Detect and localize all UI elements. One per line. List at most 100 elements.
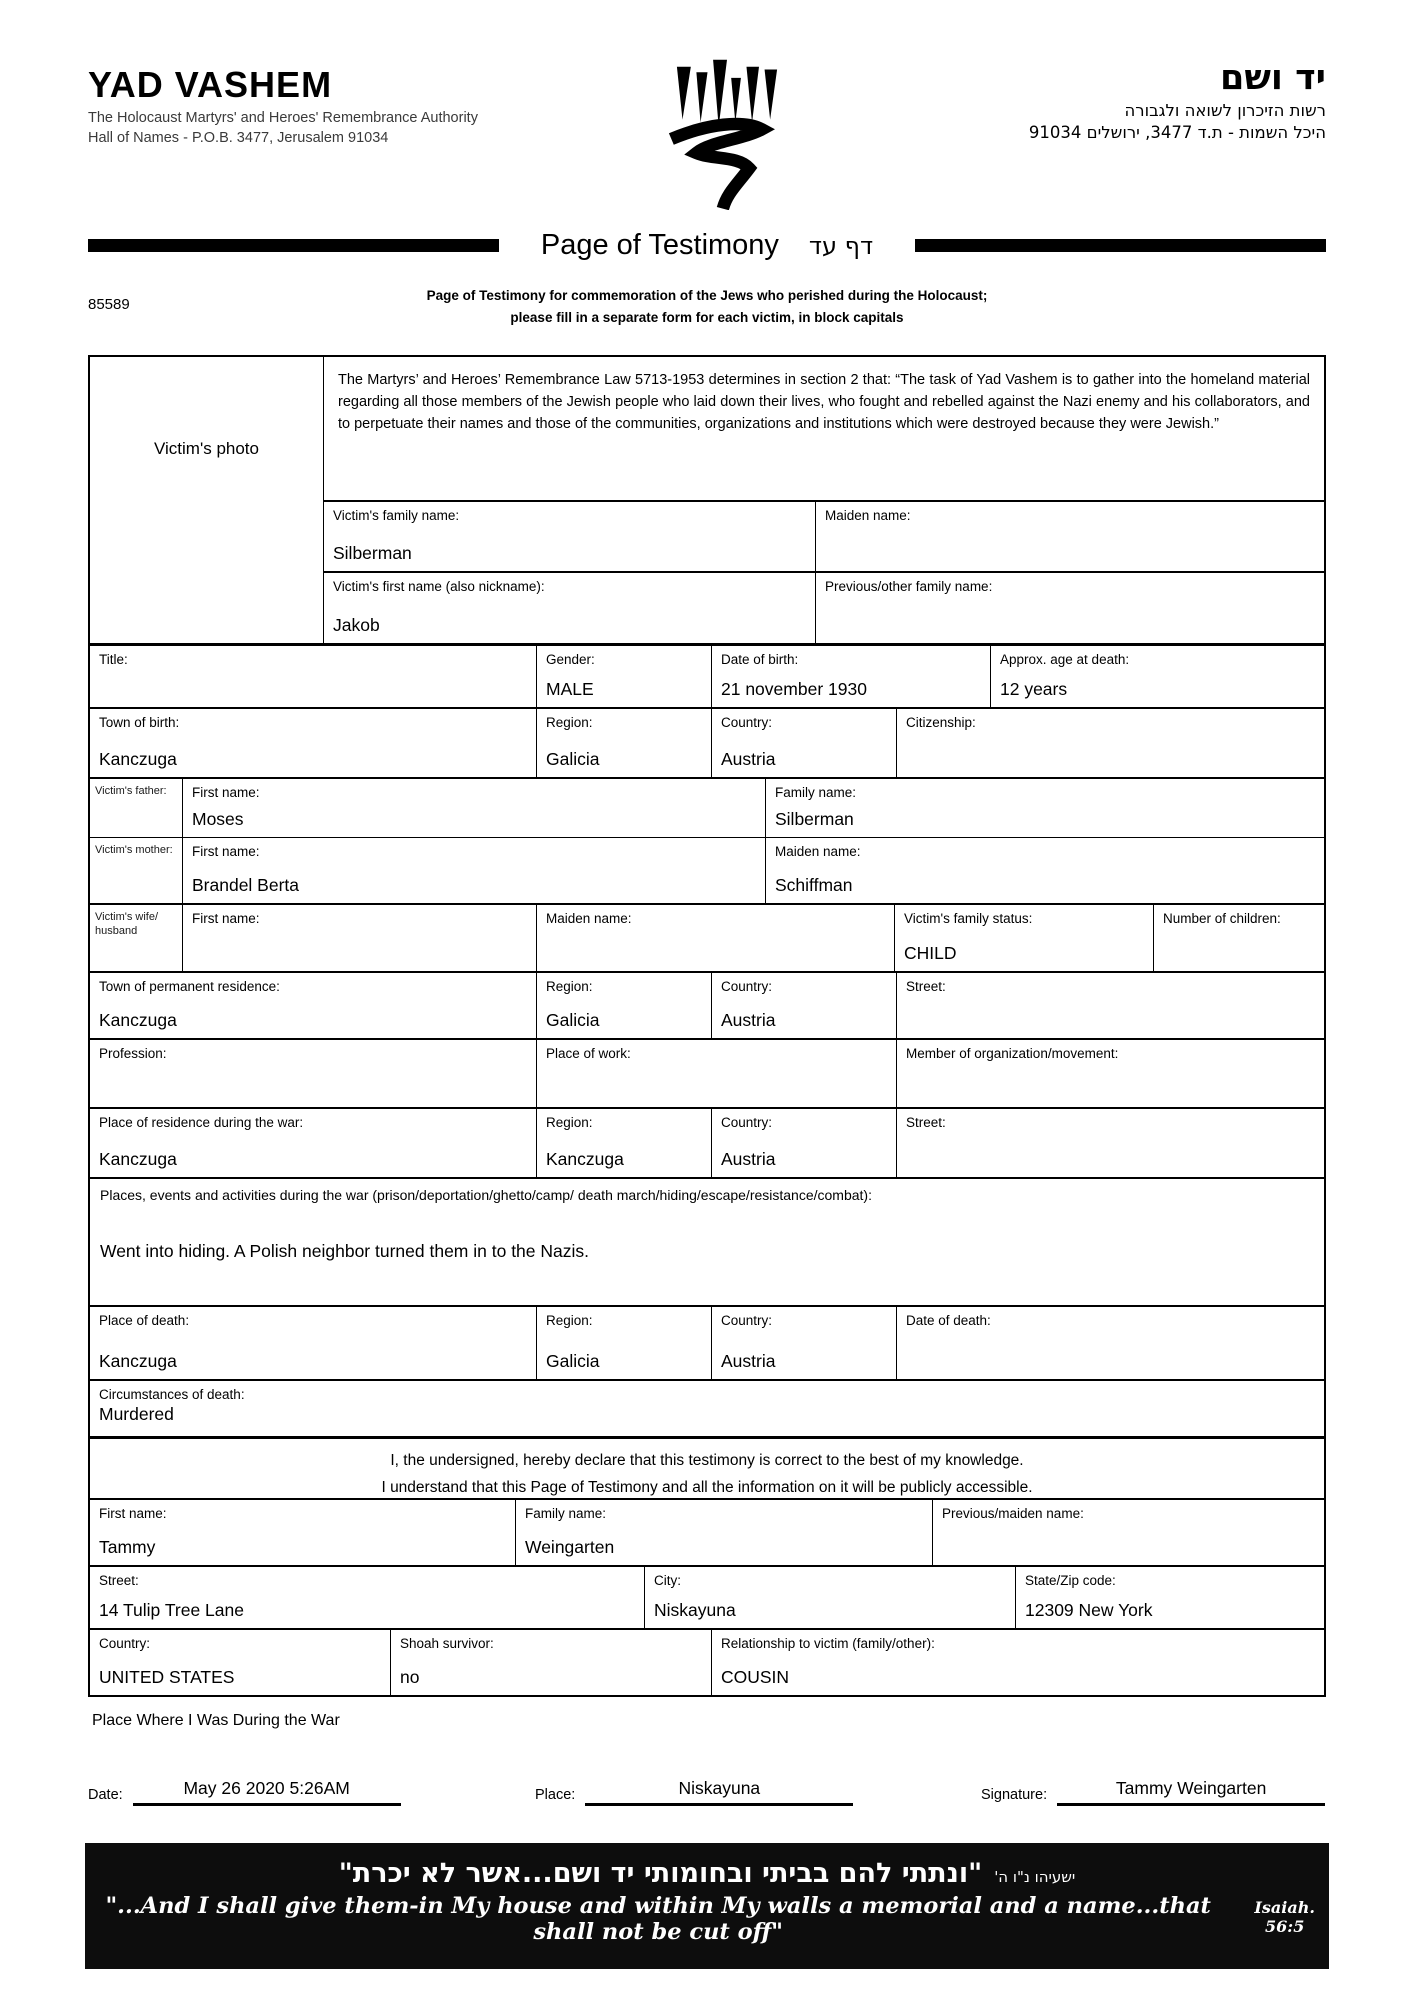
field-war-residence-region: Region: Kanczuga — [537, 1109, 712, 1177]
org-subtitle-1: The Holocaust Martyrs' and Heroes' Remem… — [88, 110, 478, 126]
field-value: MALE — [546, 679, 594, 699]
field-value — [942, 1558, 1315, 1561]
field-value: 21 november 1930 — [721, 679, 867, 699]
field-label: State/Zip code: — [1025, 1573, 1116, 1588]
field-age-at-death: Approx. age at death: 12 years — [991, 646, 1324, 707]
title-gender-row: Title: Gender: MALE Date of birth: 21 no… — [90, 643, 1324, 707]
family-name-row: Victim's family name: Silberman Maiden n… — [324, 502, 1324, 573]
signature-group: Signature: Tammy Weingarten — [981, 1778, 1326, 1806]
field-value — [906, 1031, 1315, 1034]
field-label: Relationship to victim (family/other): — [721, 1636, 935, 1651]
field-residence-street: Street: — [897, 973, 1324, 1038]
mother-side-label: Victim's mother: — [90, 838, 183, 903]
field-value: Went into hiding. A Polish neighbor turn… — [100, 1241, 590, 1261]
declaration-line-1: I, the undersigned, hereby declare that … — [390, 1452, 1024, 1469]
yad-vashem-menorah-logo-icon — [668, 59, 778, 210]
field-label: Circumstances of death: — [99, 1387, 245, 1402]
field-label: Town of birth: — [99, 715, 180, 730]
spouse-side-label: Victim's wife/ husband — [90, 905, 183, 971]
field-value — [192, 964, 527, 967]
org-name-hebrew: יד ושם — [1220, 58, 1326, 98]
field-father-family-name: Family name: Silberman — [766, 779, 1324, 837]
date-value: May 26 2020 5:26AM — [132, 1778, 401, 1806]
field-label: Region: — [546, 979, 593, 994]
field-value: Galicia — [546, 1010, 600, 1030]
remembrance-law-text: The Martyrs’ and Heroes’ Remembrance Law… — [324, 357, 1324, 502]
signature-row: Date: May 26 2020 5:26AM Place: Niskayun… — [88, 1758, 1326, 1806]
field-value — [825, 636, 1315, 639]
field-value — [99, 1100, 527, 1103]
field-submitter-country: Country: UNITED STATES — [90, 1630, 391, 1695]
org-subtitle-2-hebrew: היכל השמות - ת.ד 3477, ירושלים 91034 — [1028, 123, 1326, 142]
date-label: Date: — [88, 1787, 123, 1803]
field-value: 14 Tulip Tree Lane — [99, 1600, 244, 1620]
field-label: Gender: — [546, 652, 595, 667]
field-label: Member of organization/movement: — [906, 1046, 1119, 1061]
field-label: Number of children: — [1163, 911, 1281, 926]
banner-english-reference: Isaiah. 56:5 — [1254, 1898, 1315, 1936]
field-value — [906, 1372, 1315, 1375]
field-value: Schiffman — [775, 875, 853, 895]
field-label: Date of birth: — [721, 652, 799, 667]
profession-row: Profession: Place of work: Member of org… — [90, 1038, 1324, 1107]
banner-hebrew-quote: "ונתתי להם בביתי ובחומותי יד ושם...אשר ל… — [338, 1858, 983, 1889]
field-value: Silberman — [333, 543, 412, 563]
field-family-status: Victim's family status: CHILD — [895, 905, 1154, 971]
signature-label: Signature: — [981, 1787, 1048, 1803]
field-label: Date of death: — [906, 1313, 991, 1328]
field-label: Places, events and activities during the… — [100, 1187, 872, 1203]
field-submitter-city: City: Niskayuna — [645, 1567, 1016, 1628]
field-country-of-birth: Country: Austria — [712, 709, 897, 777]
field-label: Town of permanent residence: — [99, 979, 280, 994]
field-value: Kanczuga — [99, 1010, 177, 1030]
field-value: Jakob — [333, 615, 380, 635]
field-label: Profession: — [99, 1046, 167, 1061]
page-title-hebrew: דף עד — [808, 232, 874, 260]
field-label: Previous/maiden name: — [942, 1506, 1084, 1521]
field-label: Street: — [906, 979, 946, 994]
field-value: Galicia — [546, 1351, 600, 1371]
field-submitter-street: Street: 14 Tulip Tree Lane — [90, 1567, 645, 1628]
form-number: 85589 — [88, 296, 130, 313]
field-label: Country: — [721, 1115, 773, 1130]
field-shoah-survivor: Shoah survivor: no — [391, 1630, 712, 1695]
title-divider-bar-right — [915, 239, 1327, 252]
victim-photo-placeholder: Victim's photo — [90, 357, 324, 643]
field-label: Region: — [546, 1313, 593, 1328]
banner-hebrew-line: "ונתתי להם בביתי ובחומותי יד ושם...אשר ל… — [85, 1858, 1329, 1889]
field-residence-country: Country: Austria — [712, 973, 897, 1038]
field-label: Street: — [99, 1573, 139, 1588]
isaiah-quote-banner: "ונתתי להם בביתי ובחומותי יד ושם...אשר ל… — [85, 1843, 1329, 1969]
field-label: First name: — [192, 911, 260, 926]
field-label: Country: — [721, 979, 773, 994]
field-value: no — [400, 1667, 420, 1687]
field-label: Country: — [99, 1636, 151, 1651]
father-row: Victim's father: First name: Moses Famil… — [90, 777, 1324, 837]
org-header-hebrew: יד ושם רשות הזיכרון לשואה ולגבורה היכל ה… — [1029, 58, 1326, 142]
field-submitter-first-name: First name: Tammy — [90, 1500, 516, 1565]
first-name-row: Victim's first name (also nickname): Jak… — [324, 573, 1324, 643]
field-label: Family name: — [775, 785, 857, 800]
field-label: Place of work: — [546, 1046, 631, 1061]
town-of-birth-row: Town of birth: Kanczuga Region: Galicia … — [90, 707, 1324, 777]
field-value: Brandel Berta — [192, 875, 300, 895]
field-label: Country: — [721, 715, 773, 730]
permanent-residence-row: Town of permanent residence: Kanczuga Re… — [90, 971, 1324, 1038]
field-circumstances-of-death: Circumstances of death: Murdered — [90, 1381, 1324, 1436]
field-victims-family-name: Victim's family name: Silberman — [324, 502, 816, 571]
field-value: Austria — [721, 749, 776, 769]
field-value: UNITED STATES — [99, 1667, 235, 1687]
field-war-residence-street: Street: — [897, 1109, 1324, 1177]
field-submitter-family-name: Family name: Weingarten — [516, 1500, 933, 1565]
field-value: Niskayuna — [654, 1600, 736, 1620]
field-label: Street: — [906, 1115, 946, 1130]
testimony-form-table: Victim's photo The Martyrs’ and Heroes’ … — [88, 355, 1326, 1697]
field-residence-region: Region: Galicia — [537, 973, 712, 1038]
field-citizenship: Citizenship: — [897, 709, 1324, 777]
field-label: Region: — [546, 1115, 593, 1130]
mother-row: Victim's mother: First name: Brandel Ber… — [90, 837, 1324, 903]
field-value — [546, 1100, 887, 1103]
banner-english-line: "...And I shall give them-in My house an… — [85, 1893, 1329, 1945]
field-label: Citizenship: — [906, 715, 976, 730]
